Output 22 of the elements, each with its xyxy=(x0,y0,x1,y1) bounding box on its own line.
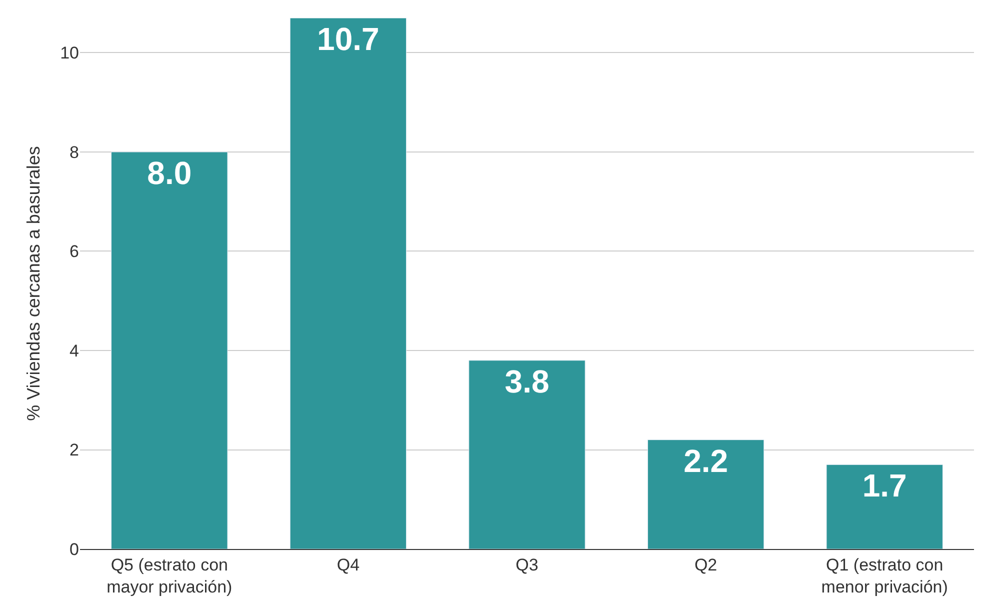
data-label: 8.0 xyxy=(147,154,192,191)
bar xyxy=(111,152,228,549)
bar xyxy=(468,360,586,549)
y-tick-label: 8 xyxy=(70,142,79,162)
x-tick-label: Q4 xyxy=(336,555,360,574)
y-tick-label: 4 xyxy=(70,341,79,360)
bar xyxy=(826,464,943,549)
data-label: 10.7 xyxy=(317,21,380,57)
bar xyxy=(290,18,407,549)
x-tick-label: Q5 (estrato con mayor privación) xyxy=(106,555,232,596)
data-label: 2.2 xyxy=(684,442,728,479)
y-tick-label: 6 xyxy=(70,242,79,262)
data-label: 1.7 xyxy=(862,468,907,504)
x-tick-label: Q3 xyxy=(516,555,538,574)
y-tick-label: 2 xyxy=(70,440,79,460)
bar xyxy=(647,440,764,549)
x-tick-label: Q2 xyxy=(694,555,718,574)
x-tick-label: Q1 (estrato con menor privación) xyxy=(821,555,948,596)
y-axis-title: % Viviendas cercanas a basurales xyxy=(23,146,44,421)
y-tick-label: 0 xyxy=(70,540,79,559)
data-label: 3.8 xyxy=(504,363,550,400)
y-tick-label: 10 xyxy=(60,44,79,63)
